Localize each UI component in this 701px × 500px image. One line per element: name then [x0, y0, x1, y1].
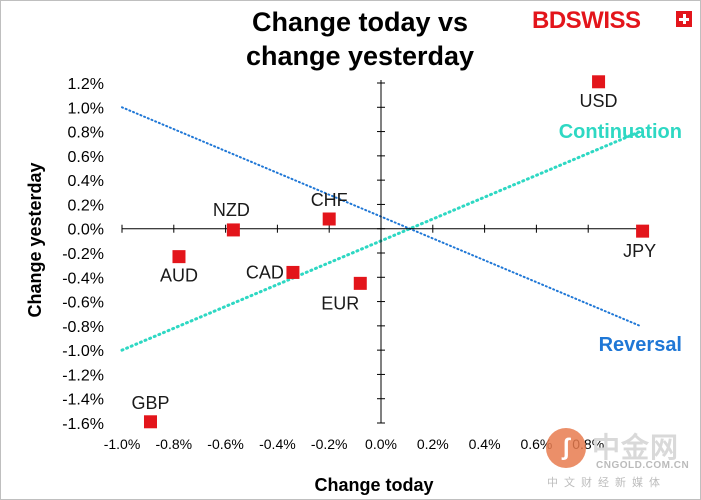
data-point-chf	[322, 212, 336, 226]
point-label-gbp: GBP	[131, 393, 169, 413]
point-label-jpy: JPY	[623, 241, 656, 261]
y-tick-label: 1.0%	[68, 100, 104, 117]
point-label-nzd: NZD	[213, 200, 250, 220]
point-label-eur: EUR	[321, 293, 359, 313]
y-tick-label: 1.2%	[68, 76, 104, 93]
chart-title-line-1: Change today vs	[251, 7, 469, 37]
annotations: Continuation Reversal	[559, 121, 682, 356]
logo-text-bd: BD	[532, 7, 566, 34]
point-label-aud: AUD	[160, 266, 198, 286]
x-tick-label: 0.6%	[520, 436, 552, 452]
point-label-usd: USD	[580, 91, 618, 111]
data-point-usd	[592, 75, 606, 89]
watermark-logo-icon	[546, 428, 586, 468]
point-labels: USD JPY CHF NZD AUD CAD EUR GBP	[131, 91, 656, 413]
y-tick-label: -1.6%	[62, 416, 104, 433]
x-tick-label: -1.0%	[104, 436, 141, 452]
tick-labels: -1.0% -0.8% -0.6% -0.4% -0.2% 0.0% 0.2% 0.4% 0.6…	[62, 76, 604, 452]
y-tick-label: 0.2%	[68, 197, 104, 214]
data-point-cad	[286, 265, 300, 279]
y-tick-label: 0.8%	[68, 125, 104, 142]
x-tick-label: 0.0%	[365, 436, 397, 452]
point-label-cad: CAD	[246, 262, 284, 282]
y-tick-label: -1.0%	[62, 343, 104, 360]
y-tick-label: -0.4%	[62, 270, 104, 287]
y-tick-label: 0.6%	[68, 149, 104, 166]
x-tick-label: -0.4%	[259, 436, 296, 452]
x-tick-label: -0.8%	[156, 436, 193, 452]
watermark-url: CNGOLD.COM.CN	[596, 460, 690, 471]
x-tick-label: 0.4%	[469, 436, 501, 452]
data-point-eur	[353, 276, 367, 290]
y-tick-label: 0.4%	[68, 173, 104, 190]
continuation-annotation: Continuation	[559, 121, 682, 143]
y-axis-label: Change yesterday	[25, 162, 45, 317]
data-point-gbp	[143, 415, 157, 429]
reversal-annotation: Reversal	[599, 334, 682, 356]
axes	[121, 80, 642, 424]
y-tick-label: -1.4%	[62, 392, 104, 409]
y-tick-label: -1.2%	[62, 367, 104, 384]
x-tick-label: -0.2%	[311, 436, 348, 452]
bdswiss-logo: BDSWISS	[532, 7, 641, 35]
data-points	[143, 75, 650, 429]
data-point-aud	[172, 250, 186, 264]
data-point-jpy	[636, 224, 650, 238]
watermark-swirl: ʃ	[562, 434, 570, 461]
watermark-cn-text: 中金网	[592, 431, 680, 464]
y-tick-label: -0.8%	[62, 319, 104, 336]
y-tick-label: 0.0%	[68, 222, 104, 239]
x-axis-label: Change today	[314, 475, 433, 495]
logo-text-swiss: SWISS	[565, 7, 641, 34]
x-tick-label: 0.2%	[417, 436, 449, 452]
chart-title-line-2: change yesterday	[245, 41, 475, 71]
y-tick-label: -0.6%	[62, 295, 104, 312]
data-point-nzd	[226, 223, 240, 237]
x-tick-label: -0.6%	[207, 436, 244, 452]
watermark-subtitle: 中文财经新媒体	[547, 476, 666, 489]
cngold-watermark: ʃ 中金网 CNGOLD.COM.CN 中文财经新媒体	[546, 424, 696, 494]
point-label-chf: CHF	[311, 190, 348, 210]
swiss-cross-icon	[676, 11, 692, 27]
y-tick-label: -0.2%	[62, 246, 104, 263]
